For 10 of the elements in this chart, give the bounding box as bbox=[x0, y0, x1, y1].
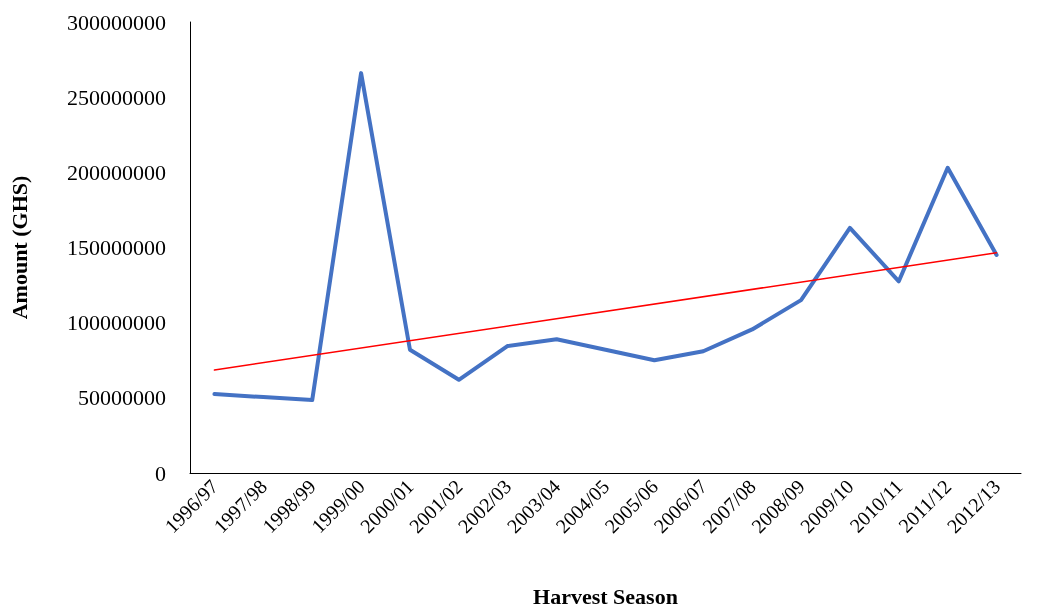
y-tick-label: 200000000 bbox=[67, 159, 166, 185]
y-tick-label: 300000000 bbox=[67, 9, 166, 35]
line-series bbox=[212, 71, 999, 403]
y-tick-label: 50000000 bbox=[78, 385, 166, 411]
x-axis-title: Harvest Season bbox=[533, 583, 678, 609]
y-tick-label: 0 bbox=[155, 460, 166, 486]
y-tick-label: 150000000 bbox=[67, 235, 166, 260]
y-axis-title: Amount (GHS) bbox=[6, 175, 32, 320]
y-tick-label: 100000000 bbox=[67, 310, 166, 336]
y-tick-label: 250000000 bbox=[67, 84, 166, 110]
